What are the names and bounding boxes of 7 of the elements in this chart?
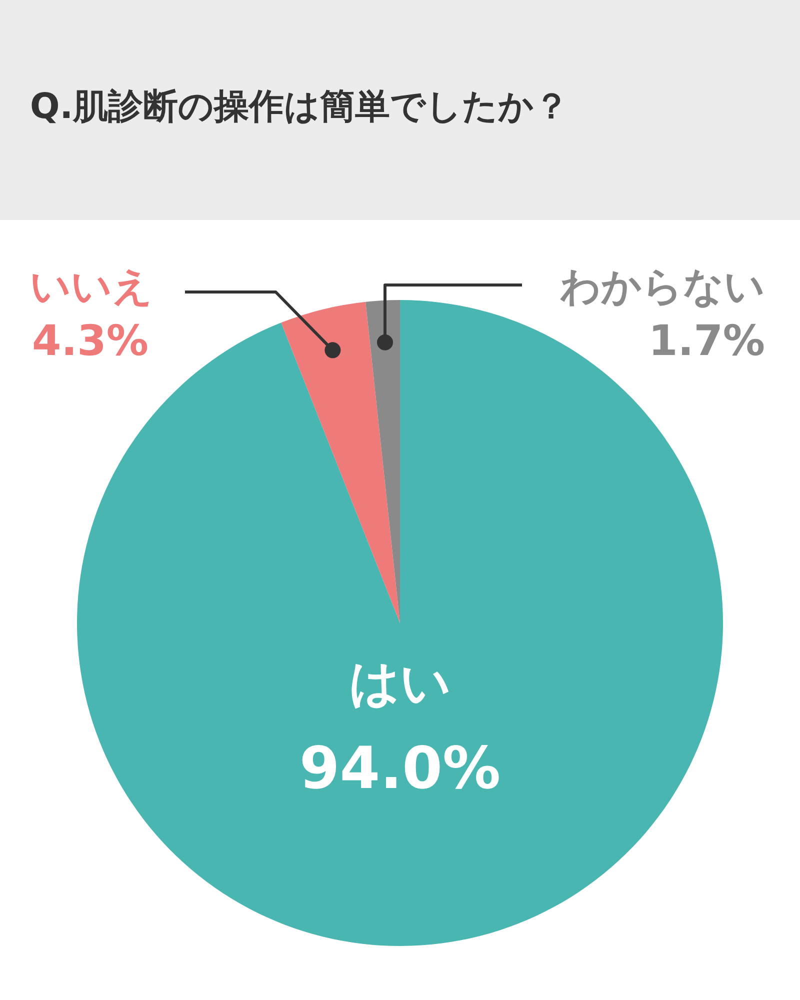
- slice-label: いいえ: [30, 264, 153, 310]
- data-label: 94.0%: [299, 734, 501, 802]
- data-label: 4.3%: [32, 316, 148, 365]
- slice-label: はい: [349, 654, 451, 712]
- data-label: 1.7%: [648, 316, 765, 365]
- chart-title: Q.肌診断の操作は簡単でしたか？: [30, 87, 570, 127]
- slice-label: わからない: [560, 264, 765, 310]
